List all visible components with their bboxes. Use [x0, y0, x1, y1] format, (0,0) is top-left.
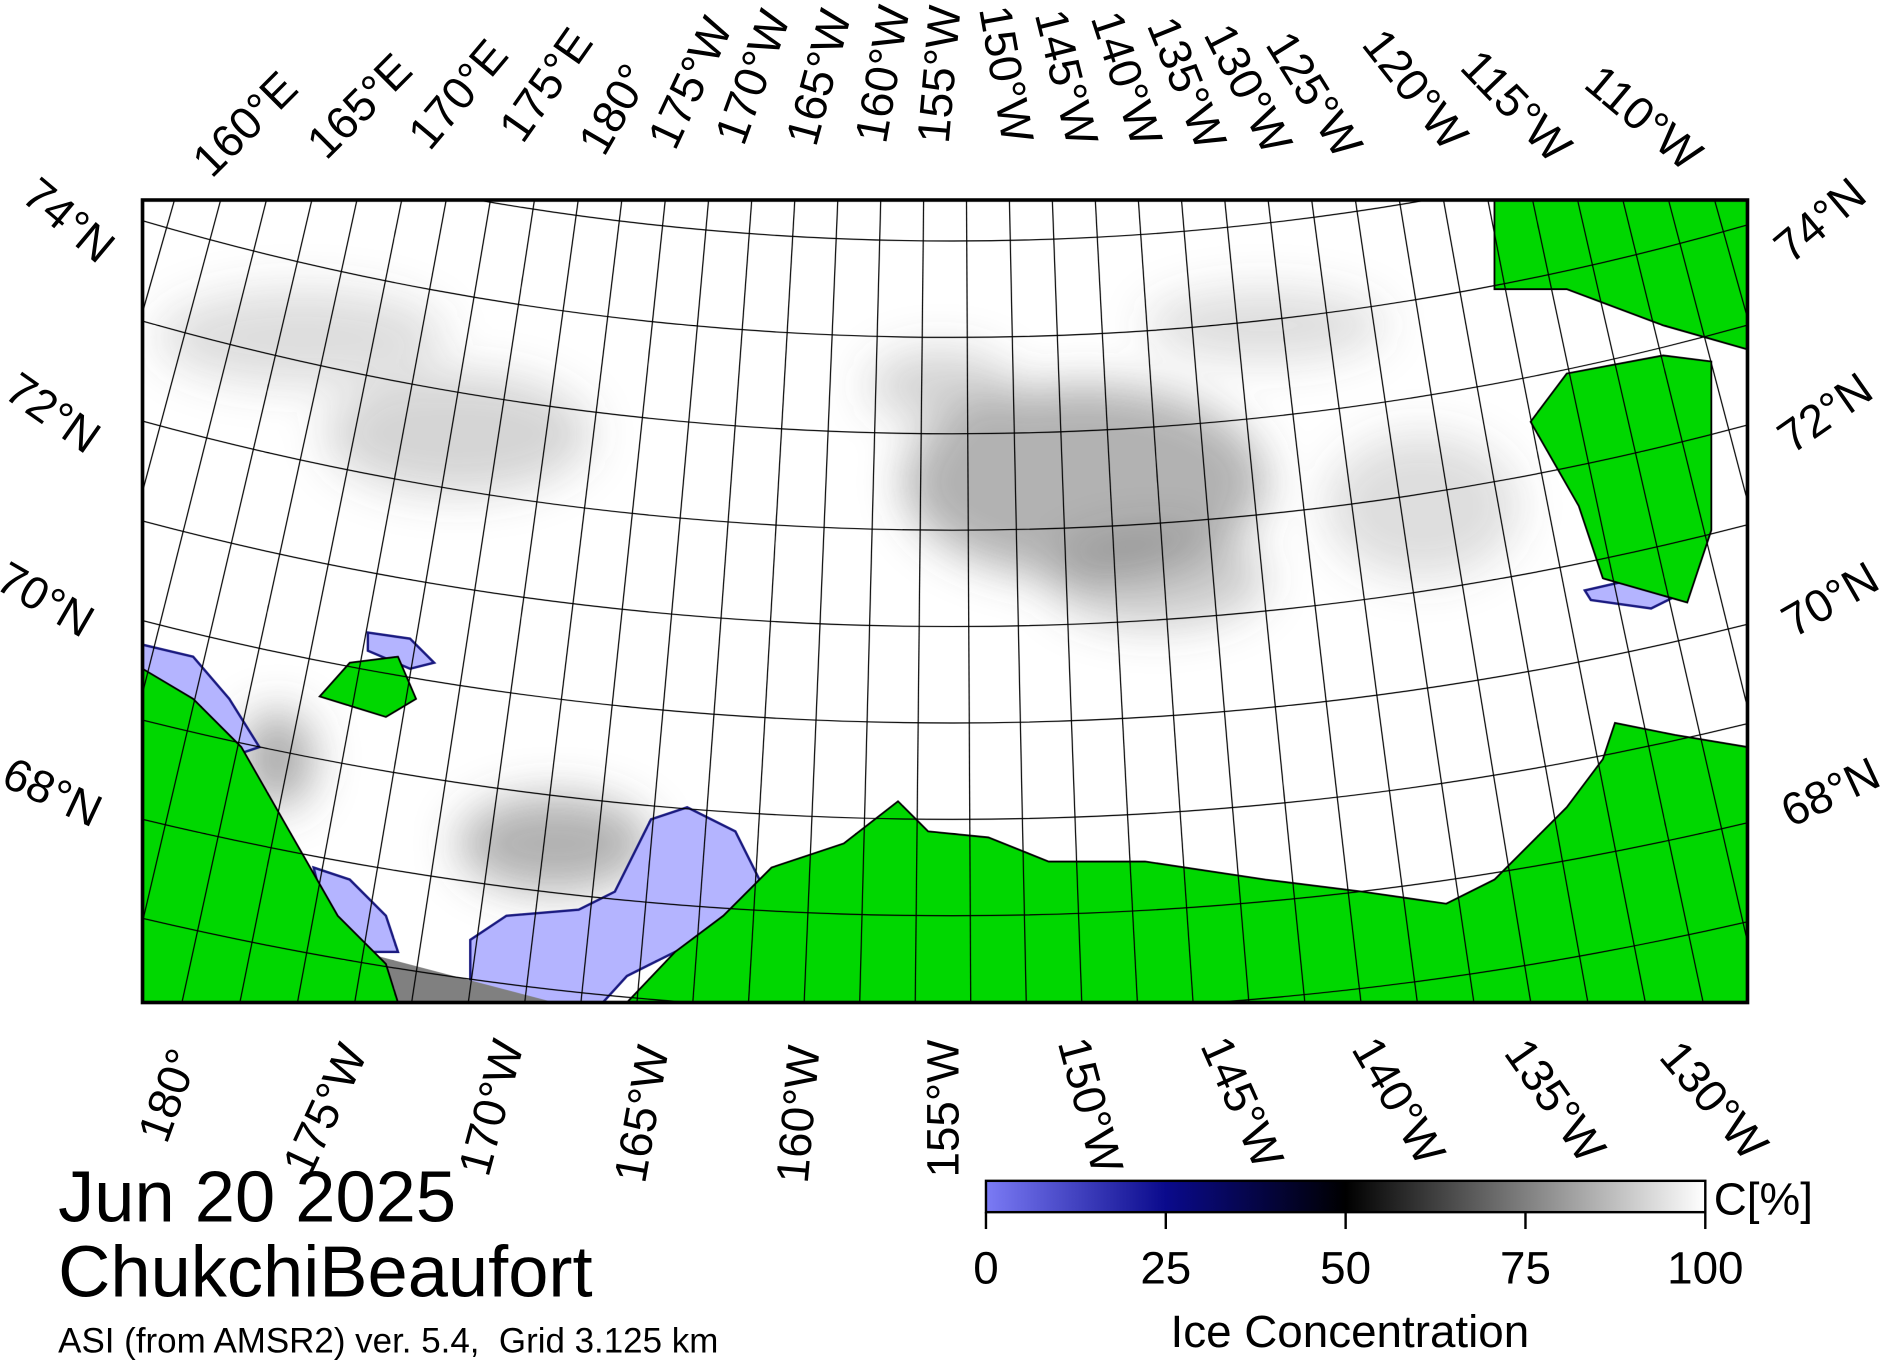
- top-longitude-label: 115°W: [1451, 40, 1582, 173]
- longitude-line: [0, 0, 146, 1028]
- longitude-line: [803, 200, 839, 1003]
- colorbar-tick-label: 50: [1320, 1242, 1371, 1293]
- longitude-line: [1180, 200, 1250, 1003]
- longitude-line: [1667, 200, 1748, 504]
- longitude-line: [1008, 200, 1027, 1003]
- longitude-line: [1094, 200, 1138, 1003]
- longitude-line: [1487, 200, 1646, 1003]
- alaska: [625, 721, 1748, 1003]
- map-area: [0, 0, 1890, 1034]
- longitude-line: [0, 0, 107, 1010]
- longitude-line: [747, 200, 796, 1003]
- longitude-line: [636, 200, 710, 1003]
- bottom-longitude-label: 155°W: [917, 1039, 968, 1178]
- longitude-line: [524, 200, 623, 1003]
- longitude-line: [965, 200, 972, 1003]
- graticule: [0, 0, 1890, 1034]
- longitude-line: [142, 200, 268, 696]
- longitude-line: [692, 200, 753, 1003]
- bottom-longitude-label: 145°W: [1191, 1029, 1294, 1176]
- coastal-lagoon: [469, 805, 761, 1003]
- longitude-line: [1824, 0, 1890, 997]
- left-latitude-label: 72°N: [0, 363, 109, 463]
- left-latitude-label: 74°N: [13, 168, 124, 273]
- bottom-longitude-label: 160°W: [767, 1043, 830, 1186]
- wrangel-island: [318, 655, 418, 718]
- longitude-line: [142, 200, 222, 494]
- canadian-islands: [1493, 200, 1748, 351]
- longitude-line: [1354, 200, 1475, 1003]
- longitude-line: [0, 0, 67, 991]
- date-title: Jun 20 2025: [58, 1158, 456, 1238]
- longitude-line: [1311, 200, 1418, 1003]
- land: [142, 200, 1748, 1003]
- top-longitude-label: 165°E: [297, 44, 422, 169]
- bottom-longitude-label: 170°W: [449, 1034, 534, 1181]
- longitude-line: [1137, 200, 1194, 1003]
- top-longitude-label: 170°E: [398, 30, 518, 159]
- longitude-line: [914, 200, 925, 1003]
- left-latitude-label: 70°N: [0, 552, 102, 647]
- longitude-line: [296, 200, 447, 1003]
- longitude-line: [181, 200, 358, 1003]
- longitude-line: [1442, 200, 1589, 1003]
- bottom-longitude-label: 150°W: [1048, 1032, 1133, 1179]
- colorbar-tick-label: 75: [1500, 1242, 1551, 1293]
- longitude-line: [1531, 200, 1704, 1003]
- longitude-line: [1224, 200, 1306, 1003]
- colorbar-scale: [984, 1179, 1707, 1214]
- longitude-line: [1785, 0, 1890, 1016]
- map-frame: [140, 198, 1750, 1005]
- longitude-line: [411, 200, 536, 1003]
- bottom-longitude-label: 165°W: [605, 1041, 679, 1186]
- colorbar: Ice Concentration C[%] 0 25 50 75 100: [973, 1174, 1813, 1358]
- source-note: ASI (from AMSR2) ver. 5.4, Grid 3.125 km: [58, 1322, 718, 1361]
- colorbar-tick-label: 25: [1140, 1242, 1191, 1293]
- chukotka: [142, 667, 399, 1003]
- coastal-water: [366, 631, 437, 671]
- longitude-line: [239, 200, 403, 1003]
- bottom-longitude-label: 180°: [128, 1042, 208, 1148]
- top-longitude-label: 160°E: [183, 62, 308, 187]
- right-latitude-label: 68°N: [1773, 747, 1887, 836]
- top-longitude-label: 110°W: [1576, 55, 1712, 181]
- longitude-line: [1051, 200, 1083, 1003]
- longitude-line: [467, 200, 579, 1003]
- longitude-line: [1398, 200, 1532, 1003]
- longitude-line: [354, 200, 492, 1003]
- left-latitude-label: 68°N: [0, 747, 110, 836]
- right-latitude-label: 72°N: [1769, 363, 1882, 463]
- longitude-line: [1267, 200, 1362, 1003]
- longitude-line: [1745, 0, 1890, 1034]
- colorbar-label: Ice Concentration: [1170, 1306, 1529, 1357]
- longitude-line: [1863, 0, 1890, 977]
- banks-island: [1529, 354, 1713, 604]
- top-longitude-label: 155°W: [908, 3, 971, 146]
- colorbar-tick-label: 100: [1667, 1242, 1743, 1293]
- colorbar-tick-label: 0: [973, 1242, 998, 1293]
- right-latitude-label: 70°N: [1773, 552, 1887, 647]
- bottom-longitude-label: 130°W: [1650, 1031, 1778, 1170]
- longitude-line: [142, 200, 313, 925]
- longitude-line: [1622, 200, 1748, 710]
- longitude-line: [0, 0, 28, 971]
- right-latitude-label: 74°N: [1764, 168, 1875, 273]
- longitude-line: [580, 200, 666, 1003]
- bottom-longitude-label: 140°W: [1342, 1028, 1455, 1174]
- region-title: ChukchiBeaufort: [58, 1232, 592, 1312]
- bottom-longitude-label: 135°W: [1495, 1029, 1616, 1172]
- colorbar-unit: C[%]: [1714, 1174, 1813, 1225]
- longitude-line: [859, 200, 882, 1003]
